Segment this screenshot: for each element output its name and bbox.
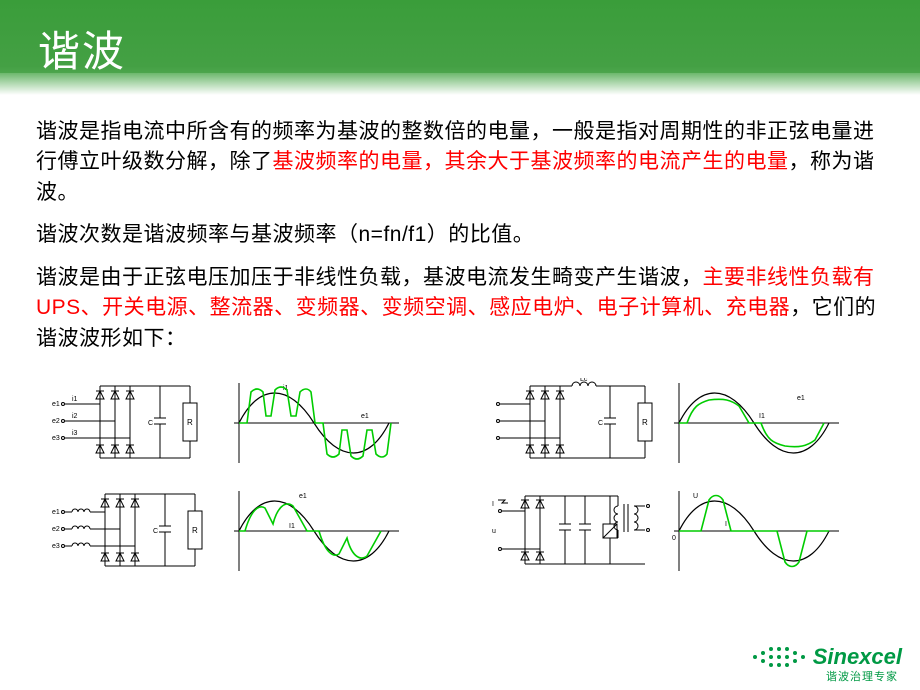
circuit-icon-3phase-series-inductor: e1 e2 e3 C R: [50, 486, 215, 576]
circuit-icon-3phase-rectifier: e1 e2 e3 i1 i2 i3: [50, 378, 215, 468]
svg-text:i3: i3: [72, 430, 78, 437]
svg-text:C: C: [153, 528, 158, 535]
svg-text:C: C: [598, 420, 603, 427]
svg-text:e1: e1: [52, 401, 60, 408]
svg-text:I1: I1: [289, 523, 295, 530]
diagram-cell-2: Lc C R e1 I1: [490, 378, 870, 468]
waveform-icon-peaky: U I 0: [669, 486, 844, 576]
svg-text:U: U: [693, 493, 698, 500]
svg-text:i2: i2: [72, 413, 78, 420]
svg-text:e3: e3: [52, 543, 60, 550]
svg-text:u: u: [492, 528, 496, 535]
svg-text:R: R: [192, 526, 198, 535]
svg-text:Lc: Lc: [580, 378, 588, 383]
paragraph-1: 谐波是指电流中所含有的频率为基波的整数倍的电量，一般是指对周期性的非正弦电量进行…: [36, 117, 884, 208]
svg-text:e2: e2: [52, 418, 60, 425]
svg-text:i1: i1: [72, 396, 78, 403]
page-title: 谐波: [38, 18, 920, 79]
svg-text:C: C: [148, 420, 153, 427]
svg-text:0: 0: [672, 535, 676, 542]
diagram-cell-1: e1 e2 e3 i1 i2 i3: [50, 378, 430, 468]
svg-text:e1: e1: [299, 493, 307, 500]
svg-text:R: R: [187, 418, 193, 427]
svg-text:e1: e1: [361, 413, 369, 420]
svg-text:I1: I1: [759, 413, 765, 420]
content-area: 谐波是指电流中所含有的频率为基波的整数倍的电量，一般是指对周期性的非正弦电量进行…: [0, 95, 920, 576]
svg-text:e3: e3: [52, 435, 60, 442]
diagram-grid: e1 e2 e3 i1 i2 i3: [36, 366, 884, 576]
waveform-icon-dual-hump: e1 I1: [229, 486, 404, 576]
p3-text-a: 谐波是由于正弦电压加压于非线性负载，基波电流发生畸变产生谐波，: [36, 266, 703, 289]
logo-dots-icon: [749, 645, 809, 669]
circuit-icon-single-phase-switcher: I u: [490, 486, 655, 576]
svg-text:e1: e1: [797, 395, 805, 402]
svg-text:e1: e1: [52, 509, 60, 516]
svg-text:e2: e2: [52, 526, 60, 533]
circuit-icon-3phase-rectifier-inductor: Lc C R: [490, 378, 655, 468]
paragraph-2: 谐波次数是谐波频率与基波频率（n=fn/f1）的比值。: [36, 220, 884, 250]
svg-text:I: I: [492, 501, 494, 508]
logo-text: Sinexcel: [813, 644, 902, 670]
p1-text-red: 基波频率的电量，其余大于基波频率的电流产生的电量: [273, 150, 789, 173]
svg-text:R: R: [642, 418, 648, 427]
footer-logo-area: Sinexcel 谐波治理专家: [749, 644, 902, 684]
waveform-icon-6pulse: i1 e1: [229, 378, 404, 468]
paragraph-3: 谐波是由于正弦电压加压于非线性负载，基波电流发生畸变产生谐波，主要非线性负载有U…: [36, 263, 884, 354]
diagram-cell-4: I u: [490, 486, 870, 576]
slide-header: 谐波: [0, 0, 920, 95]
logo: Sinexcel: [749, 644, 902, 670]
waveform-icon-smoothed: e1 I1: [669, 378, 844, 468]
diagram-cell-3: e1 e2 e3 C R: [50, 486, 430, 576]
svg-text:I: I: [725, 521, 727, 528]
logo-tagline: 谐波治理专家: [749, 668, 898, 684]
